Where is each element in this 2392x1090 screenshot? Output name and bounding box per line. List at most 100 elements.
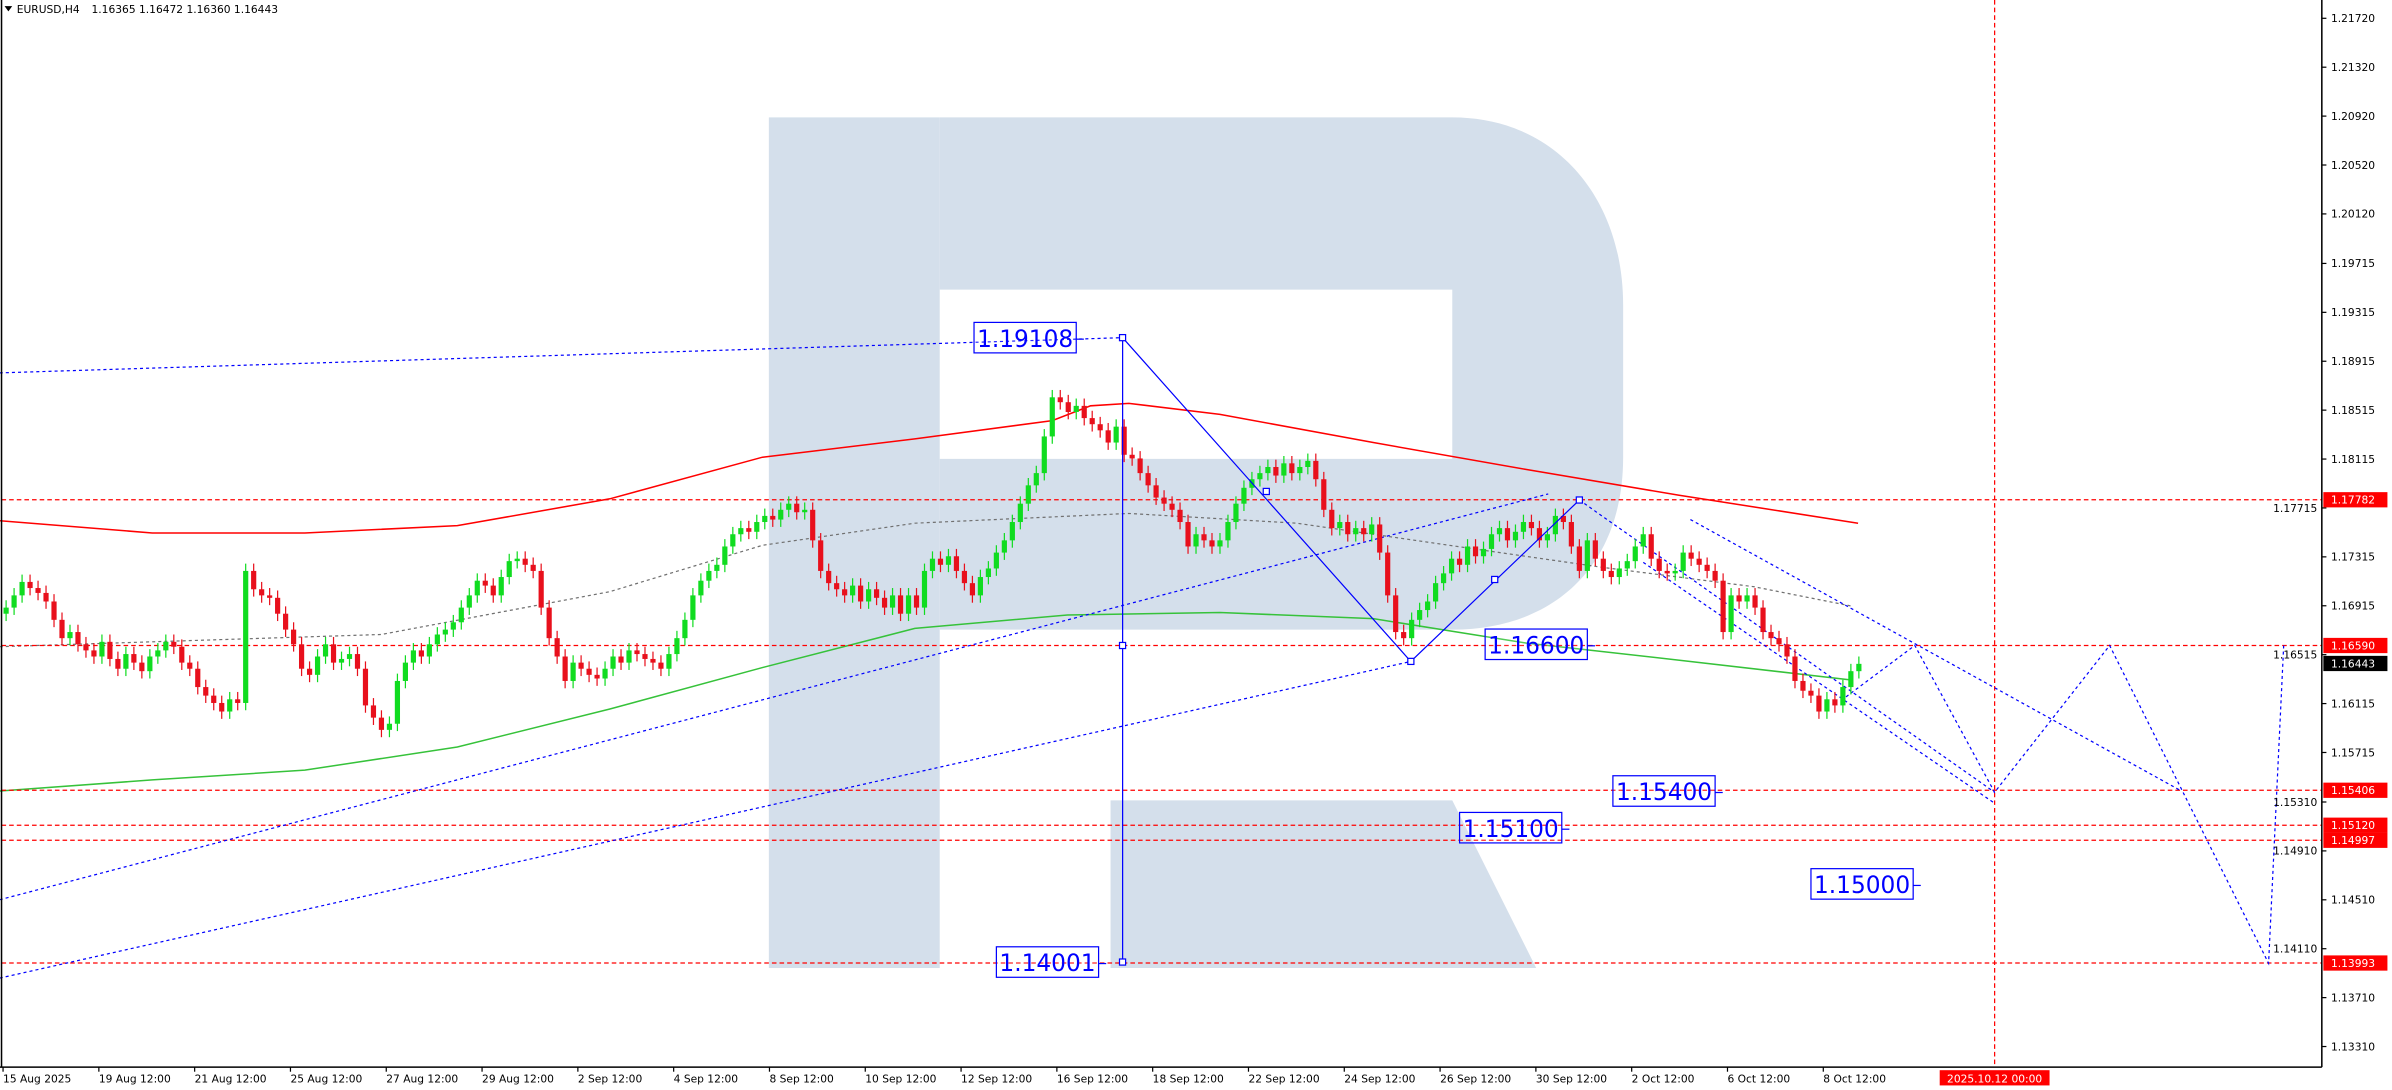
candle [27, 574, 33, 596]
price-tick-label: 1.13710 [2331, 991, 2375, 1004]
candle [1089, 410, 1095, 432]
price-annotation[interactable]: 1.19108 [973, 321, 1084, 354]
candle-body [1760, 607, 1766, 633]
anchor-point-handle[interactable] [1262, 487, 1270, 496]
anchor-point-handle[interactable] [1407, 657, 1415, 666]
price-annotation[interactable]: 1.14001 [995, 946, 1107, 978]
price-annotation[interactable]: 1.15400 [1612, 775, 1723, 807]
time-tick-label: 10 Sep 12:00 [865, 1072, 936, 1085]
anchor-point-handle[interactable] [1575, 496, 1584, 504]
candle-body [1608, 570, 1614, 578]
candle-body [450, 622, 456, 630]
level-price-label-bg [2323, 492, 2388, 508]
anchor-point-handle[interactable] [1491, 575, 1499, 584]
candle [67, 624, 73, 646]
candle [993, 545, 999, 576]
candle-body [1496, 528, 1503, 535]
candle-body [243, 570, 249, 703]
candle [1097, 416, 1103, 438]
candle-body [1009, 522, 1015, 541]
anchor-point-handle[interactable] [1118, 641, 1127, 650]
price-annotations[interactable]: 1.19108 1.14001 1.16600 1.15400 1.15100 1.150… [973, 321, 1921, 978]
candle-body [1041, 436, 1047, 474]
candle [139, 655, 145, 679]
candle [1017, 496, 1023, 530]
candle [618, 649, 624, 670]
time-tick-label: 12 Sep 12:00 [961, 1072, 1032, 1085]
candle [99, 634, 105, 664]
candle [1600, 551, 1606, 579]
candle-body [1345, 522, 1351, 535]
candle [1297, 459, 1303, 481]
price-annotation[interactable]: 1.16600 [1484, 628, 1595, 661]
triangle-down-icon[interactable] [4, 6, 13, 12]
candle [1480, 541, 1487, 564]
time-tick-label: 6 Oct 12:00 [1727, 1072, 1790, 1085]
candle-body [1744, 595, 1750, 602]
candle-body [666, 654, 672, 669]
candle-body [107, 641, 113, 659]
candle [1081, 398, 1087, 426]
candle-body [937, 558, 944, 565]
candle [227, 691, 233, 719]
candle [1369, 517, 1375, 542]
candle [1273, 459, 1279, 483]
candle [370, 698, 377, 725]
candle-body [506, 561, 512, 578]
candle [1105, 422, 1111, 450]
candle [171, 634, 177, 655]
candle [1680, 545, 1686, 579]
time-axis[interactable]: 15 Aug 2025 19 Aug 12:00 21 Aug 12:00 25 Au… [2, 1067, 2050, 1086]
anchor-points[interactable] [1118, 333, 1584, 966]
candle-body [1321, 479, 1327, 510]
candle-body [650, 658, 656, 663]
price-axis[interactable]: 1.21720 1.21320 1.20920 1.20520 1.20120 1.197… [2273, 12, 2375, 1053]
price-annotation[interactable]: 1.15000 [1810, 868, 1921, 900]
price-annotation[interactable]: 1.15100 [1458, 811, 1570, 844]
candle-body [67, 632, 73, 639]
candle-body [977, 577, 983, 596]
candle [1153, 478, 1159, 505]
candle [746, 520, 752, 540]
anchor-point-handle[interactable] [1118, 958, 1127, 966]
candle [1329, 502, 1335, 536]
candle [59, 612, 65, 646]
candle [1592, 533, 1598, 567]
dotted-trendline[interactable] [0, 493, 1549, 901]
candle-body [1816, 695, 1822, 712]
dotted-trendlines[interactable] [0, 337, 2285, 979]
dotted-trendline[interactable] [1579, 499, 1995, 793]
candle-body [1225, 522, 1231, 541]
candle-body [1720, 580, 1726, 633]
candle-body [251, 570, 257, 590]
candle [602, 661, 608, 686]
candle-body [1640, 534, 1646, 547]
candle [1768, 624, 1774, 646]
time-tick-label: 16 Sep 12:00 [1057, 1072, 1128, 1085]
dotted-trendline[interactable] [1642, 561, 1995, 804]
candle [474, 573, 480, 603]
candle [1440, 566, 1447, 591]
candle-body [27, 581, 33, 589]
candle [251, 563, 257, 597]
time-tick-label: 2 Sep 12:00 [578, 1072, 643, 1085]
dotted-trendline[interactable] [1845, 644, 2285, 966]
candle [1161, 490, 1167, 512]
candle [203, 679, 209, 703]
candle-body [11, 595, 17, 608]
candle-body [746, 528, 752, 532]
candle [778, 502, 784, 527]
candle [921, 563, 928, 615]
candle-body [1552, 515, 1558, 535]
level-price-label: 1.13993 [2331, 957, 2375, 970]
anchor-point-handle[interactable] [1118, 333, 1127, 342]
candle-body [858, 585, 864, 602]
level-price-label-bg [2323, 637, 2388, 654]
dotted-trendline[interactable] [0, 337, 1123, 374]
candle [1552, 508, 1558, 542]
price-tick-label: 1.17715 [2273, 502, 2317, 515]
dotted-trendline[interactable] [1690, 519, 2182, 792]
candle [330, 636, 337, 670]
candle [1728, 588, 1734, 640]
